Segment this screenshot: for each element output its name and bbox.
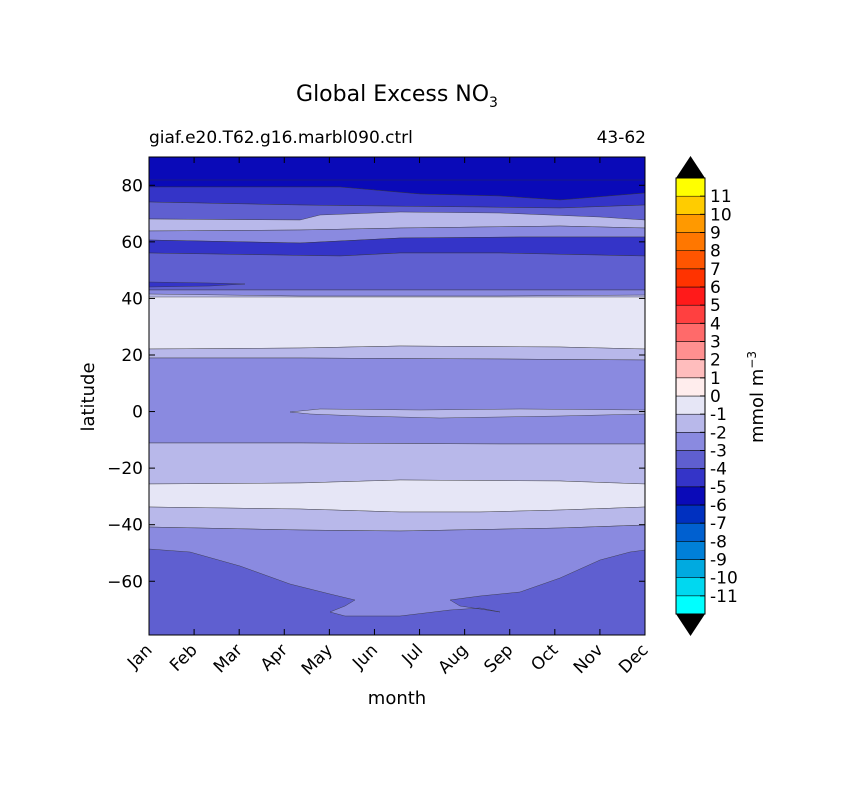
case-name: giaf.e20.T62.g16.marbl090.ctrl (149, 128, 413, 148)
colorbar-segment (675, 359, 706, 379)
colorbar-segment (675, 286, 706, 306)
x-tick-label: Apr (257, 640, 292, 675)
colorbar-tick-label: -11 (710, 587, 738, 607)
y-tick-label: 60 (121, 233, 143, 253)
x-tick-label: Dec (615, 640, 652, 677)
colorbar-tick-label: 4 (710, 314, 721, 334)
colorbar-segment (675, 486, 706, 506)
colorbar-segment (675, 450, 706, 469)
colorbar-tick-label: 2 (710, 351, 721, 371)
colorbar-segment (675, 214, 706, 233)
x-tick-label: Feb (166, 640, 201, 675)
colorbar-segment (675, 413, 706, 433)
y-tick-label: 20 (121, 346, 143, 366)
colorbar-segment (675, 232, 706, 251)
colorbar-tick-label: -1 (710, 405, 727, 425)
chart-title: Global Excess NO3 (296, 82, 498, 111)
colorbar-segment (675, 595, 706, 615)
band-minus3-tropics (149, 357, 645, 445)
colorbar-segment (675, 268, 706, 288)
colorbar-tick-label: -5 (710, 478, 727, 498)
x-tick-label: Jul (398, 640, 427, 669)
y-tick-label: −20 (107, 459, 143, 479)
colorbar-tick-label: -10 (710, 569, 738, 589)
colorbar-extend-over (676, 156, 705, 178)
contour-plot (148, 156, 646, 636)
colorbar-segment (675, 559, 706, 578)
colorbar-tick-label: -3 (710, 442, 727, 462)
colorbar-segment (675, 432, 706, 451)
colorbar-tick-label: -6 (710, 496, 727, 516)
colorbar-tick-label: 10 (710, 205, 732, 225)
band-minus4-tongue (149, 281, 246, 288)
y-tick-label: −60 (107, 572, 143, 592)
colorbar-segment (675, 377, 706, 397)
colorbar-label-superscript: −3 (745, 351, 759, 369)
colorbar-tick-label: 0 (710, 387, 721, 407)
x-axis-label: month (368, 688, 426, 709)
colorbar-tick-label: -4 (710, 460, 727, 480)
colorbar-segment (675, 468, 706, 488)
x-tick-label: Sep (480, 640, 517, 677)
colorbar-segment (675, 323, 706, 342)
y-tick-label: 80 (121, 176, 143, 196)
colorbar-segment (675, 395, 706, 415)
year-range: 43-62 (597, 128, 646, 148)
colorbar-tick-label: 8 (710, 242, 721, 262)
colorbar-tick-label: 9 (710, 224, 721, 244)
chart-title-subscript: 3 (489, 95, 498, 111)
band-minus2-south (149, 442, 645, 485)
x-tick-label: Jan (123, 640, 156, 673)
y-axis-label: latitude (78, 362, 99, 431)
colorbar-segment (675, 522, 706, 542)
band-minus2-equator (289, 408, 645, 419)
y-tick-label: 40 (121, 289, 143, 309)
colorbar-label: mmol m−3 (745, 351, 768, 443)
colorbar-tick-label: -7 (710, 514, 727, 534)
colorbar-tick-label: 11 (710, 187, 732, 207)
colorbar-segment (675, 577, 706, 597)
x-tick-label: Aug (435, 640, 473, 678)
colorbar-tick-label: -8 (710, 532, 727, 552)
colorbar-segment (675, 541, 706, 560)
colorbar-extend-under (676, 614, 705, 636)
x-tick-label: May (298, 640, 337, 679)
colorbar-tick-label: -2 (710, 423, 727, 443)
colorbar-tick-label: 1 (710, 369, 721, 389)
colorbar-segment (675, 250, 706, 270)
colorbar-tick-label: 7 (710, 260, 721, 280)
x-tick-label: Nov (570, 640, 608, 678)
band-minus4-antarctic (149, 548, 645, 635)
x-tick-label: Mar (210, 640, 247, 677)
colorbar-segment (675, 504, 706, 524)
band-minus1-subtropic-north (149, 296, 645, 350)
x-tick-label: Jun (348, 640, 382, 674)
colorbar-segment (675, 304, 706, 324)
plot-frame (148, 156, 646, 636)
colorbar-segment (675, 195, 706, 215)
y-tick-label: −40 (107, 516, 143, 536)
colorbar-tick-label: 5 (710, 296, 721, 316)
band-minus1-subtropic-south (149, 479, 645, 513)
colorbar-tick-label: 3 (710, 333, 721, 353)
y-tick-label: 0 (132, 403, 143, 423)
colorbar-tick-label: -9 (710, 551, 727, 571)
colorbar-segment (675, 341, 706, 360)
y-axis: 80 60 40 20 0 −20 −40 −60 (107, 176, 645, 592)
colorbar-segment (675, 177, 706, 197)
colorbar-tick-label: 6 (710, 278, 721, 298)
x-tick-label: Oct (527, 640, 562, 675)
